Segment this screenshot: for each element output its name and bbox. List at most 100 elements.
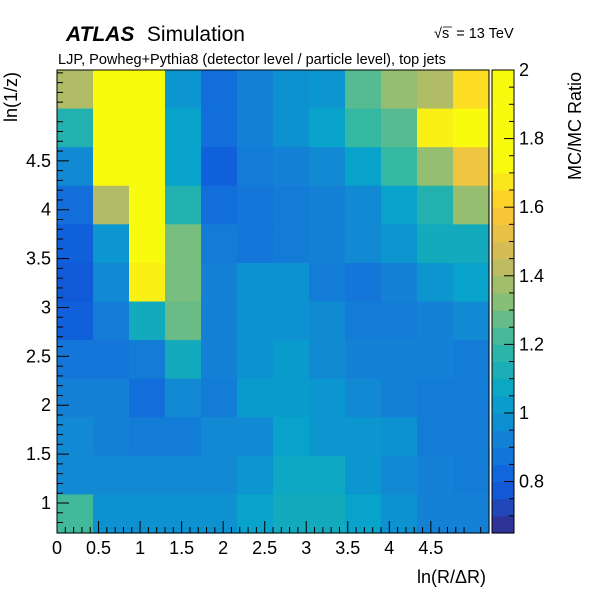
heatmap-cell	[129, 70, 166, 110]
heatmap-cell	[453, 70, 490, 110]
heatmap-cell	[165, 417, 202, 457]
color-bar-band	[492, 498, 514, 517]
heatmap-cell	[237, 455, 274, 496]
x-tick-label: 0	[52, 538, 62, 558]
heatmap-cell	[165, 378, 202, 418]
heatmap-cell	[309, 340, 346, 380]
heatmap-cell	[165, 262, 202, 303]
color-bar-band	[492, 70, 514, 88]
heatmap-cell	[57, 262, 94, 303]
color-bar-band	[492, 138, 514, 157]
color-bar-band	[492, 447, 514, 466]
heatmap-cell	[165, 185, 202, 225]
heatmap-cell	[201, 262, 238, 303]
heatmap-cell	[129, 147, 166, 187]
color-bar-tick-label: 1.8	[519, 129, 544, 149]
heatmap-cell	[165, 224, 202, 264]
heatmap-cell	[381, 147, 418, 187]
heatmap-cell	[309, 262, 346, 303]
color-bar-band	[492, 395, 514, 414]
heatmap-cell	[165, 70, 202, 110]
heatmap-cell	[309, 301, 346, 341]
heatmap-cell	[273, 340, 310, 380]
y-tick-label: 1.5	[26, 444, 51, 464]
heatmap-cell	[237, 340, 274, 380]
heatmap-cell	[345, 494, 382, 534]
y-tick-label: 4	[41, 200, 51, 220]
color-bar-tick-label: 1.4	[519, 266, 544, 286]
heatmap-cell	[381, 455, 418, 496]
heatmap-cell	[129, 417, 166, 457]
energy-label: √s = 13 TeV	[434, 26, 514, 42]
heatmap-cell	[201, 108, 238, 148]
y-axis-title: ln(1/z)	[1, 72, 21, 122]
heatmap-cell	[417, 340, 454, 380]
color-bar-tick-label: 1	[519, 403, 529, 423]
color-bar-tick-label: 0.8	[519, 472, 544, 492]
heatmap-cell	[345, 417, 382, 457]
heatmap-cell	[381, 378, 418, 418]
heatmap-cell	[165, 301, 202, 341]
y-tick-label: 1	[41, 493, 51, 513]
heatmap-cell	[201, 455, 238, 496]
heatmap-cell	[201, 224, 238, 264]
y-axis-ticks: 1 1.5 2 2.5 3 3.5 4 4.5	[26, 72, 69, 524]
heatmap-cell	[93, 417, 130, 457]
color-bar	[491, 69, 515, 534]
x-tick-label: 0.5	[86, 538, 111, 558]
x-tick-label: 4.5	[418, 538, 443, 558]
heatmap-cell	[93, 340, 130, 380]
heatmap-cell	[309, 378, 346, 418]
heatmap-cell	[453, 340, 490, 380]
heatmap-cell	[417, 185, 454, 225]
heatmap-cell	[201, 340, 238, 380]
color-bar-band	[492, 224, 514, 243]
y-tick-label: 2.5	[26, 346, 51, 366]
color-bar-band	[492, 241, 514, 260]
heatmap-cell	[273, 301, 310, 341]
heatmap-cell	[129, 301, 166, 341]
heatmap-cell	[309, 224, 346, 264]
heatmap-cell	[57, 301, 94, 341]
color-bar-band	[492, 378, 514, 397]
heatmap-cell	[237, 108, 274, 148]
color-bar-frame	[491, 69, 515, 534]
heatmap-cell	[453, 262, 490, 303]
color-bar-tick-label: 1.2	[519, 334, 544, 354]
heatmap-cell	[381, 262, 418, 303]
color-bar-band	[492, 412, 514, 431]
color-bar-tick-label: 1.6	[519, 197, 544, 217]
heatmap-cell	[453, 108, 490, 148]
color-bar-ticks: 0.8 1 1.2 1.4 1.6 1.8 2	[504, 60, 544, 517]
heatmap-cell	[273, 147, 310, 187]
color-bar-band	[492, 104, 514, 123]
subtitle: LJP, Powheg+Pythia8 (detector level / pa…	[58, 52, 446, 68]
heatmap-cell	[381, 70, 418, 110]
color-bar-band	[492, 344, 514, 363]
heatmap-cell	[93, 147, 130, 187]
heatmap-cell	[273, 108, 310, 148]
color-bar-band	[492, 87, 514, 105]
color-bar-band	[492, 515, 514, 534]
heatmap-cell	[309, 455, 346, 496]
color-bar-band	[492, 258, 514, 277]
heatmap-cell	[129, 224, 166, 264]
y-tick-label: 3.5	[26, 249, 51, 269]
color-bar-band	[492, 310, 514, 328]
heatmap-cell	[57, 378, 94, 418]
color-bar-band	[492, 292, 514, 311]
heatmap-cell	[417, 301, 454, 341]
heatmap-cell	[273, 378, 310, 418]
color-bar-band	[492, 275, 514, 294]
heatmap-cell	[93, 378, 130, 418]
heatmap-cell	[453, 301, 490, 341]
heatmap-cell	[381, 301, 418, 341]
heatmap-cell	[129, 340, 166, 380]
heatmap-cell	[381, 185, 418, 225]
heatmap-cell	[129, 108, 166, 148]
heatmap-cell	[417, 224, 454, 264]
heatmap-cell	[237, 147, 274, 187]
heatmap-cell	[453, 147, 490, 187]
heatmap-cell	[237, 378, 274, 418]
x-tick-label: 2.5	[252, 538, 277, 558]
